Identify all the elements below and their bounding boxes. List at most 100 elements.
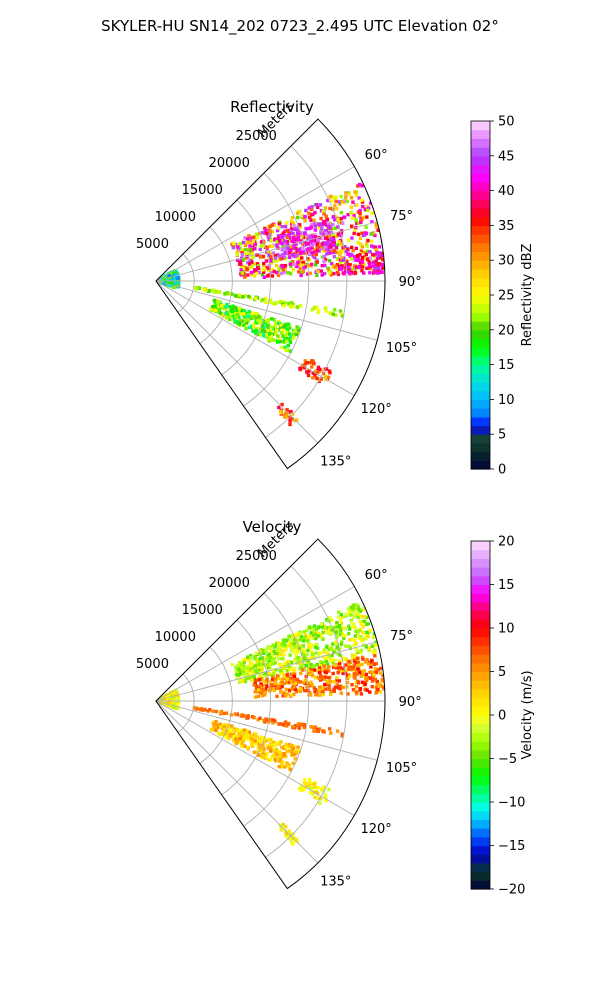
echo-gate [279, 345, 284, 350]
echo-gate [355, 253, 360, 258]
echo-gate [359, 669, 364, 674]
echo-gate [313, 210, 317, 215]
colorbar-segment [471, 347, 490, 357]
echo-gate [280, 684, 284, 689]
echo-gate [317, 249, 321, 253]
echo-gate [258, 330, 263, 334]
echo-gate [325, 618, 329, 622]
echo-gate [320, 255, 325, 259]
echo-gate [300, 214, 305, 218]
echo-gate [291, 221, 296, 225]
echo-gate [372, 648, 377, 652]
colorbar-segment [471, 390, 490, 400]
echo-gate [237, 740, 242, 744]
echo-gate [327, 225, 332, 230]
echo-gate [313, 235, 318, 239]
echo-gate [374, 670, 378, 675]
echo-gate [316, 785, 320, 790]
echo-gate [376, 228, 380, 232]
echo-gate [322, 666, 326, 671]
echo-gate [203, 287, 207, 292]
echo-gate [340, 264, 344, 268]
echo-gate [253, 734, 258, 738]
echo-gate [277, 722, 281, 726]
echo-gate [260, 231, 265, 235]
echo-gate [175, 283, 180, 288]
echo-gate [360, 231, 364, 235]
colorbar-segment [471, 416, 490, 427]
echo-gate [253, 247, 257, 251]
echo-gate [295, 249, 299, 253]
colorbar-tick-label: 50 [498, 115, 515, 130]
echo-gate [249, 248, 253, 252]
echo-gate [254, 741, 258, 745]
echo-gate [303, 359, 307, 363]
echo-gate [261, 649, 265, 653]
echo-gate [197, 286, 201, 291]
echo-gate [286, 322, 290, 326]
echo-gate [291, 725, 295, 729]
colorbar-segment [471, 208, 490, 218]
echo-gate [273, 677, 278, 681]
echo-gate [358, 211, 362, 216]
echo-gate [232, 727, 236, 731]
echo-gate [359, 622, 364, 626]
echo-gate [272, 672, 276, 676]
echo-gate [263, 228, 268, 232]
colorbar-segment [471, 242, 490, 253]
echo-gate [252, 321, 257, 325]
echo-gate [278, 752, 283, 756]
echo-gate [333, 264, 338, 269]
echo-gate [303, 656, 307, 660]
echo-gate [292, 672, 297, 676]
echo-gate [235, 321, 239, 325]
echo-gate [348, 271, 352, 276]
echo-gate [332, 308, 337, 312]
echo-gate [275, 328, 279, 333]
echo-gate [251, 244, 255, 248]
radial-tick-label: 15000 [182, 183, 223, 198]
echo-gate [335, 270, 340, 275]
echo-gate [239, 662, 244, 667]
echo-gate [360, 662, 365, 666]
colorbar-segment [471, 382, 490, 392]
echo-gate [167, 701, 171, 706]
echo-gate [250, 734, 255, 739]
echo-gate [315, 260, 319, 264]
echo-gate [280, 649, 285, 653]
echo-gate [245, 746, 250, 750]
echo-gate [268, 744, 272, 748]
echo-gate [315, 273, 319, 278]
echo-gate [280, 402, 284, 407]
echo-gate [304, 227, 309, 231]
echo-gate [250, 675, 254, 680]
echo-gate [286, 659, 291, 664]
echo-gate [376, 266, 380, 270]
echo-gate [269, 334, 274, 338]
echo-gate [288, 238, 292, 243]
echo-gate [325, 651, 330, 655]
echo-gate [338, 253, 342, 257]
echo-gate [171, 690, 175, 694]
echo-gate [256, 739, 261, 743]
echo-gate [337, 610, 341, 614]
range-ring [243, 592, 310, 827]
echo-gate [260, 328, 265, 332]
echo-gate [286, 343, 290, 348]
range-ring [221, 199, 271, 376]
colorbar-tick-label: 20 [498, 535, 515, 550]
echo-gate [275, 240, 279, 244]
colorbar-segment [471, 706, 490, 716]
echo-gate [339, 261, 343, 265]
echo-gate [335, 651, 340, 656]
echo-gate [246, 655, 250, 659]
echo-gate [242, 737, 246, 742]
echo-gate [329, 731, 333, 735]
echo-gate [305, 370, 309, 374]
echo-gate [285, 761, 289, 765]
echo-gate [344, 249, 349, 254]
echo-gate [268, 244, 273, 248]
echo-gate [279, 339, 283, 344]
echo-gate [228, 729, 232, 733]
echo-gate [294, 246, 298, 251]
